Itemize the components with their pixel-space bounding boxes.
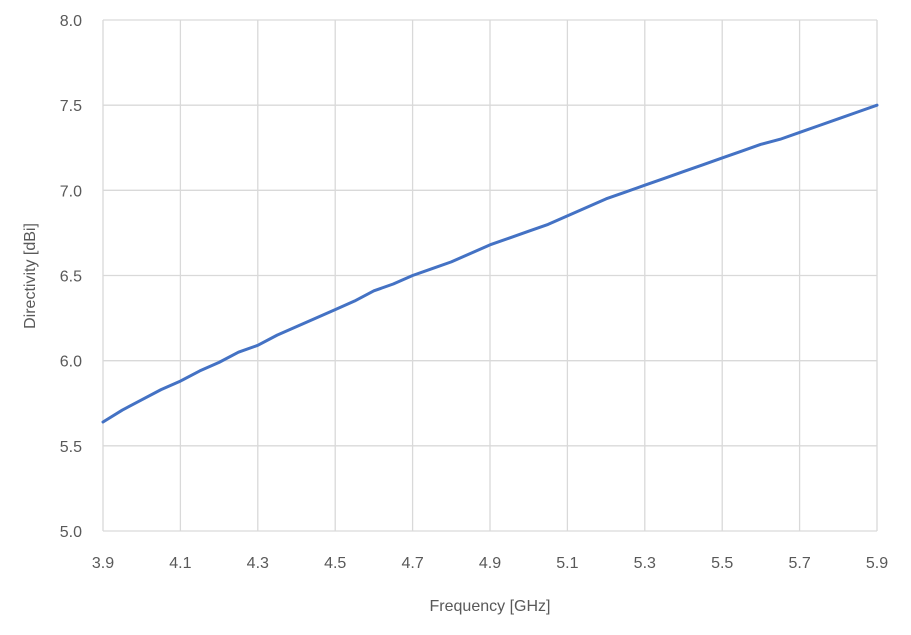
- x-tick-label: 4.5: [324, 555, 346, 572]
- y-tick-label: 5.5: [60, 439, 82, 456]
- x-tick-label: 4.3: [247, 555, 269, 572]
- x-tick-label: 5.3: [634, 555, 656, 572]
- y-tick-label: 6.0: [60, 354, 82, 371]
- x-tick-label: 5.1: [556, 555, 578, 572]
- x-tick-label: 5.9: [866, 555, 888, 572]
- series-layer: [101, 103, 879, 424]
- x-axis-ticks: 3.9 4.1 4.3 4.5 4.7 4.9 5.1 5.3 5.5 5.7 5.9: [92, 555, 888, 572]
- y-tick-label: 8.0: [60, 13, 82, 30]
- y-tick-label: 6.5: [60, 269, 82, 286]
- y-axis-ticks: 5.0 5.5 6.0 6.5 7.0 7.5 8.0: [60, 13, 82, 541]
- y-tick-label: 7.0: [60, 183, 82, 200]
- x-tick-label: 5.5: [711, 555, 733, 572]
- x-tick-label: 4.1: [169, 555, 191, 572]
- series-line: [101, 103, 879, 424]
- y-tick-label: 7.5: [60, 98, 82, 115]
- x-axis-label: Frequency [GHz]: [430, 598, 551, 615]
- y-axis-label: Directivity [dBi]: [22, 223, 39, 329]
- x-tick-label: 3.9: [92, 555, 114, 572]
- grid-lines: [102, 19, 878, 532]
- y-tick-label: 5.0: [60, 524, 82, 541]
- x-tick-label: 4.7: [401, 555, 423, 572]
- x-tick-label: 4.9: [479, 555, 501, 572]
- x-tick-label: 5.7: [788, 555, 810, 572]
